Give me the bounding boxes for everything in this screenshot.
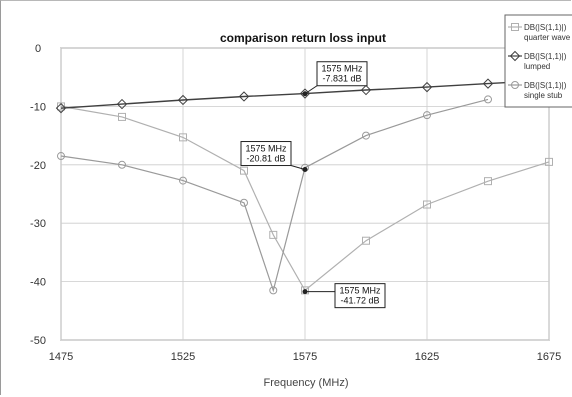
legend-label-line: single stub <box>524 91 563 100</box>
annotation-point <box>302 91 308 97</box>
data-point <box>240 198 248 207</box>
annotation-value: -7.831 dB <box>322 74 361 84</box>
y-tick-label: -20 <box>30 160 46 172</box>
legend-label-line: DB(|S(1,1)|) <box>524 81 567 90</box>
data-point <box>511 23 519 31</box>
marker-annotation: 1575 MHz-20.81 dB <box>240 141 308 173</box>
data-point <box>362 131 370 140</box>
x-tick-label: 1575 <box>293 351 317 363</box>
legend-label: DB(|S(1,1)|) single stub <box>524 81 567 100</box>
y-tick-label: 0 <box>35 43 41 55</box>
data-point <box>57 102 65 111</box>
annotation-value: -20.81 dB <box>246 154 285 164</box>
data-point <box>509 50 521 62</box>
y-tick-label: -10 <box>30 101 46 113</box>
data-point <box>177 94 189 106</box>
series-line <box>60 105 550 292</box>
data-point <box>511 81 519 89</box>
y-tick-label: -30 <box>30 218 46 230</box>
x-tick-label: 1525 <box>171 351 195 363</box>
data-point <box>484 177 492 186</box>
x-tick-label: 1475 <box>49 351 73 363</box>
legend-label-line: DB(|S(1,1)|) <box>524 52 567 61</box>
data-point <box>118 160 126 169</box>
y-tick-label: -40 <box>30 277 46 289</box>
chart-title: comparison return loss input <box>220 31 386 45</box>
data-point <box>57 152 65 161</box>
data-point <box>118 112 126 121</box>
series-circle <box>57 95 492 295</box>
marker-annotation: 1575 MHz-41.72 dB <box>302 283 386 309</box>
legend-label: DB(|S(1,1)|) lumped <box>524 52 567 71</box>
data-point <box>423 200 431 209</box>
data-point <box>238 91 250 102</box>
data-point <box>482 78 494 89</box>
data-point <box>484 95 492 104</box>
data-point <box>55 102 67 114</box>
data-point <box>269 286 278 295</box>
annotation-box <box>334 283 386 309</box>
annotation-point <box>302 289 308 295</box>
annotation-frequency: 1575 MHz <box>245 144 287 154</box>
data-point <box>179 133 187 142</box>
data-point <box>116 98 128 110</box>
annotation-frequency: 1575 MHz <box>339 286 381 296</box>
legend-label-line: lumped <box>524 62 550 71</box>
legend-label-line: quarter wave <box>524 33 571 42</box>
data-point <box>421 81 433 93</box>
legend-label: DB(|S(1,1)|) quarter wave <box>524 23 571 42</box>
data-point <box>179 176 187 185</box>
grid <box>60 47 550 341</box>
data-point <box>269 230 278 239</box>
x-axis-title: Frequency (MHz) <box>264 377 349 389</box>
series-line <box>60 98 489 293</box>
annotation-point <box>302 167 308 173</box>
annotation-value: -41.72 dB <box>340 296 379 306</box>
x-tick-label: 1625 <box>415 351 439 363</box>
annotation-frequency: 1575 MHz <box>321 64 363 74</box>
data-point <box>545 157 553 166</box>
marker-annotation: 1575 MHz-7.831 dB <box>302 61 368 97</box>
y-tick-label: -50 <box>30 335 46 347</box>
series-layer <box>55 74 555 295</box>
data-point <box>362 236 370 245</box>
data-point <box>360 84 372 96</box>
data-point <box>423 111 431 120</box>
data-point <box>240 166 248 175</box>
annotation-box <box>316 61 368 87</box>
annotation-box <box>240 141 292 167</box>
legend-label-line: DB(|S(1,1)|) <box>524 23 567 32</box>
x-tick-label: 1675 <box>537 351 561 363</box>
